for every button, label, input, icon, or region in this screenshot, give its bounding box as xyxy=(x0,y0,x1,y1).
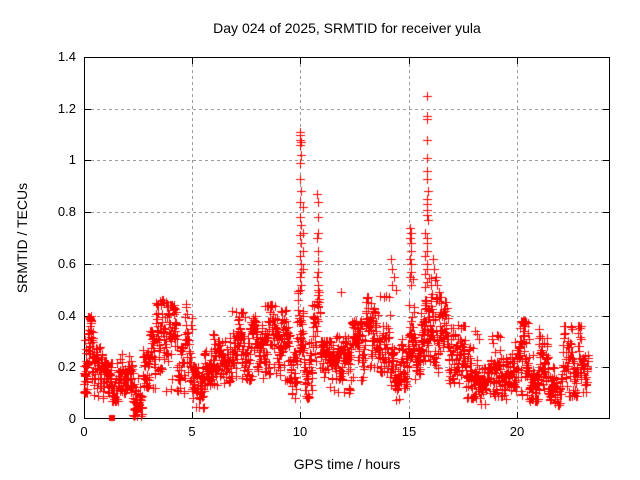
y-tick-label-0.4: 0.4 xyxy=(57,308,76,323)
y-tick-label-1.2: 1.2 xyxy=(57,101,76,116)
x-tick-label-5: 5 xyxy=(188,424,196,439)
y-tick-label-1.4: 1.4 xyxy=(57,49,76,64)
x-tick-label-10: 10 xyxy=(292,424,308,439)
y-tick-label-1: 1 xyxy=(68,152,76,167)
y-tick-label-0.6: 0.6 xyxy=(57,256,76,271)
x-tick-label-20: 20 xyxy=(509,424,525,439)
y-tick-label-0.2: 0.2 xyxy=(57,359,76,374)
y-tick-label-0.8: 0.8 xyxy=(57,204,76,219)
x-tick-label-0: 0 xyxy=(80,424,88,439)
x-tick-label-15: 15 xyxy=(401,424,417,439)
y-tick-label-0: 0 xyxy=(68,411,76,426)
